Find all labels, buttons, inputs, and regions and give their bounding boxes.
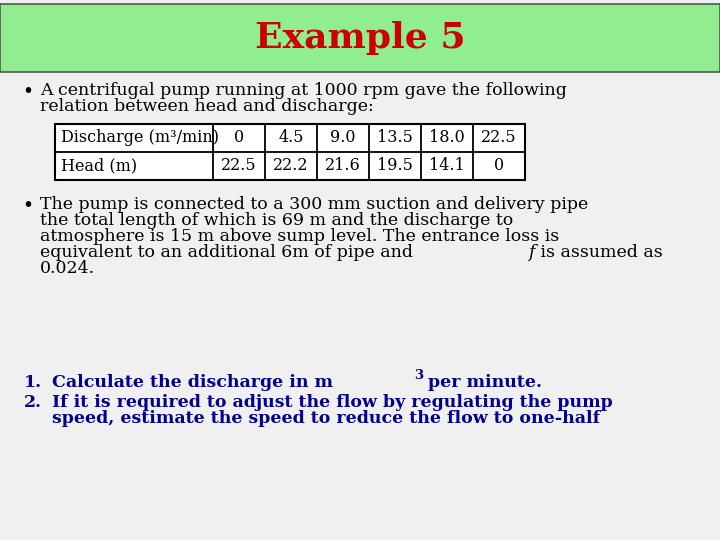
Text: 3: 3 bbox=[415, 369, 423, 382]
Text: A centrifugal pump running at 1000 rpm gave the following: A centrifugal pump running at 1000 rpm g… bbox=[40, 82, 567, 99]
Text: 9.0: 9.0 bbox=[330, 130, 356, 146]
Text: •: • bbox=[22, 196, 33, 215]
Text: If it is required to adjust the flow by regulating the pump: If it is required to adjust the flow by … bbox=[52, 394, 613, 411]
Text: 22.5: 22.5 bbox=[221, 158, 257, 174]
Text: 14.1: 14.1 bbox=[429, 158, 465, 174]
Text: Calculate the discharge in m: Calculate the discharge in m bbox=[52, 374, 333, 391]
Text: 22.2: 22.2 bbox=[274, 158, 309, 174]
Text: The pump is connected to a 300 mm suction and delivery pipe: The pump is connected to a 300 mm suctio… bbox=[40, 196, 588, 213]
Text: 0: 0 bbox=[494, 158, 504, 174]
Text: speed, estimate the speed to reduce the flow to one-half: speed, estimate the speed to reduce the … bbox=[52, 410, 600, 427]
Text: 18.0: 18.0 bbox=[429, 130, 465, 146]
Text: 0: 0 bbox=[234, 130, 244, 146]
Text: •: • bbox=[22, 82, 33, 101]
Bar bbox=[0, 4, 720, 72]
Text: is assumed as: is assumed as bbox=[536, 244, 663, 261]
Text: Head (m): Head (m) bbox=[61, 158, 137, 174]
Text: 2.: 2. bbox=[24, 394, 42, 411]
Text: equivalent to an additional 6m of pipe and: equivalent to an additional 6m of pipe a… bbox=[40, 244, 418, 261]
Text: the total length of which is 69 m and the discharge to: the total length of which is 69 m and th… bbox=[40, 212, 513, 229]
Text: 19.5: 19.5 bbox=[377, 158, 413, 174]
Text: relation between head and discharge:: relation between head and discharge: bbox=[40, 98, 374, 115]
Text: per minute.: per minute. bbox=[422, 374, 541, 391]
Text: 21.6: 21.6 bbox=[325, 158, 361, 174]
Text: Discharge (m³/min): Discharge (m³/min) bbox=[61, 130, 219, 146]
Text: f: f bbox=[528, 244, 535, 261]
Text: 13.5: 13.5 bbox=[377, 130, 413, 146]
Text: atmosphere is 15 m above sump level. The entrance loss is: atmosphere is 15 m above sump level. The… bbox=[40, 228, 559, 245]
Text: 1.: 1. bbox=[24, 374, 42, 391]
Text: Example 5: Example 5 bbox=[255, 21, 465, 55]
Bar bbox=[55, 124, 525, 180]
Text: 22.5: 22.5 bbox=[481, 130, 517, 146]
Text: 4.5: 4.5 bbox=[278, 130, 304, 146]
Text: 0.024.: 0.024. bbox=[40, 260, 95, 277]
